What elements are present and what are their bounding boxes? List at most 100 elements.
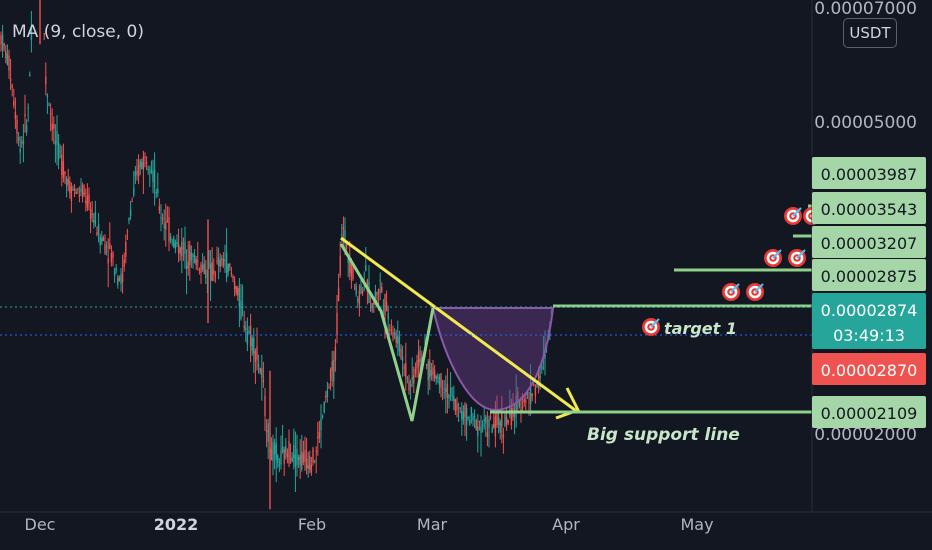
last-price-box [812,293,926,349]
candle-body [494,416,497,437]
candle-body [297,457,300,460]
candle-body [539,375,541,378]
candle-body [69,181,71,193]
candle-body [190,252,193,261]
candle-body [243,325,245,329]
candle-body [309,456,311,470]
price-level-box [812,226,926,258]
candle-body [141,162,143,170]
candle-body [179,247,181,254]
candle-body [456,403,458,410]
candle-body [318,431,321,438]
candle-body [9,78,12,82]
candle-body [488,418,490,429]
candle-body [281,446,284,452]
candle-body [389,329,391,330]
time-axis: Dec 2022 Feb Mar Apr May [0,511,932,534]
candle-body [392,332,394,338]
candle-body [344,230,346,239]
candle-body [56,131,58,145]
candle-body [102,237,105,241]
annotation-target-1: target 1 [664,319,737,338]
candle-body [478,421,481,422]
candle-body [203,263,205,274]
candle-body [337,287,340,301]
candle-body [531,393,533,397]
candle-body [430,370,433,376]
candle-body [381,287,383,292]
candle-body [419,358,421,362]
candle-body [433,370,436,379]
candle-body [256,346,258,360]
candle-body [291,457,293,463]
candle-body [29,74,31,77]
candle-body [133,187,135,196]
candle-body [437,377,439,378]
target-icon [788,249,806,267]
candle-body [497,417,500,426]
candle-body [449,387,452,394]
candle-body [360,285,362,294]
candle-body [427,361,429,381]
candle-body [222,258,225,266]
candle-body [400,349,402,358]
candle-body [13,100,15,106]
candle-body [253,338,255,354]
indicator-label[interactable]: MA (9, close, 0) [12,22,144,42]
candle-body [408,381,410,391]
candle-body [302,453,305,463]
candle-body [273,445,276,455]
candle-body [144,156,146,158]
candle-body [8,56,10,71]
candle-body [304,450,306,462]
candle-body [397,335,399,344]
candle-body [470,407,473,416]
x-tick-label: Mar [417,515,448,534]
y-tick-label: 0.00002000 [814,425,917,445]
candle-body [261,368,263,379]
candle-body [83,192,85,195]
candle-body [288,440,290,464]
currency-unit-badge[interactable]: USDT [843,18,897,48]
candle-body [118,278,121,281]
candle-body [275,442,277,460]
x-tick-label: Feb [298,515,326,534]
candle-body [193,255,196,264]
candle-body [510,408,513,426]
candle-body [249,325,252,347]
candle-body [81,184,84,198]
candle-body [233,281,236,289]
candle-body [237,287,239,296]
candle-body [390,329,393,331]
trend-line [340,236,576,412]
target-icon [764,249,782,267]
candle-body [502,435,505,438]
candle-body [112,252,114,258]
candle-body [99,236,101,246]
candle-body [158,206,161,211]
candle-body [315,450,317,452]
candle-body [246,331,249,345]
candle-body [235,286,237,294]
candle-body [217,257,220,266]
candle-body [22,140,25,145]
candle-body [413,374,415,384]
candle-body [232,276,234,279]
candle-body [377,289,380,294]
candle-body [358,290,361,304]
candle-body [341,234,343,237]
candle-body [80,188,82,192]
candle-body [165,222,167,230]
candle-body [477,426,479,436]
candle-body [134,171,137,177]
x-tick-label: Dec [25,515,56,534]
candle-body [446,383,449,398]
candle-body [214,274,217,276]
candle-body [347,257,349,264]
candle-body [54,141,57,144]
candle-body [310,464,313,473]
candle-body [357,299,359,302]
candle-body [515,395,517,414]
candle-body [197,260,199,262]
